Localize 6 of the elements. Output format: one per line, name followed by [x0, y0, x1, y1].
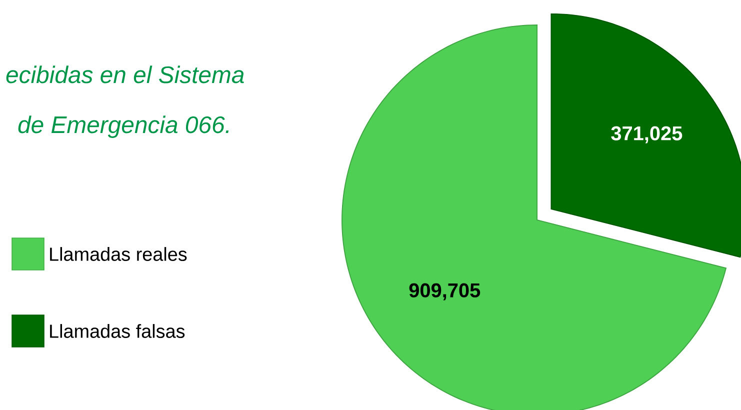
text: de Emergencia 066.: [18, 116, 229, 138]
legend-label: Llamadas reales: [50, 247, 187, 261]
legend-label: Llamadas falsas: [50, 324, 185, 338]
text: ecibidas en el Sistema: [6, 66, 244, 84]
data-label: 371,025: [611, 126, 682, 144]
data-label: 909,705: [409, 283, 480, 300]
